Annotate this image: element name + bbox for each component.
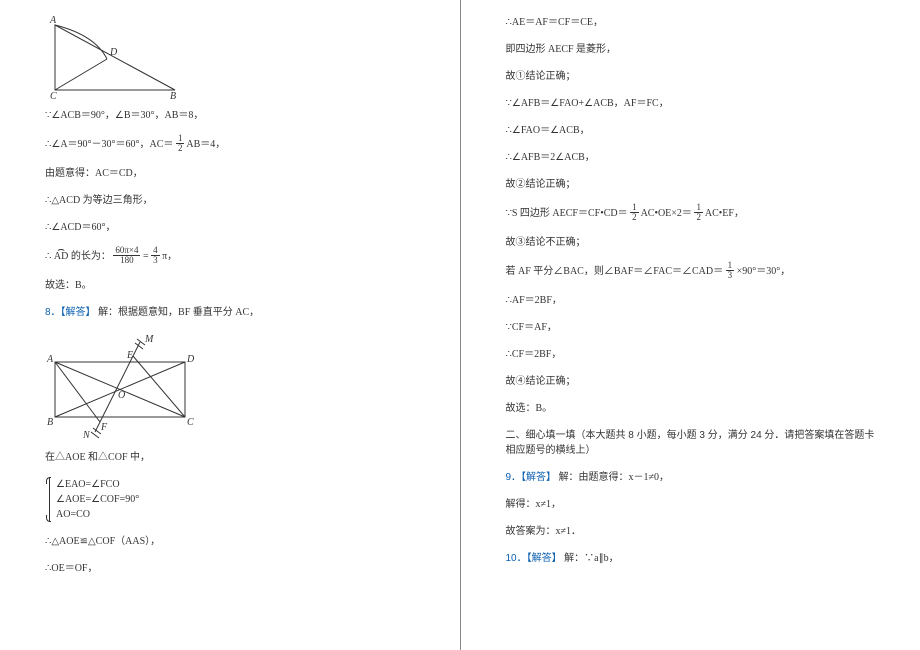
fraction: 60π×4 180 <box>113 246 140 265</box>
text: 解：由题意得：x－1≠0， <box>559 472 670 483</box>
question-9: 9．【解答】 解：由题意得：x－1≠0， <box>506 470 881 485</box>
answer-label: 10．【解答】 <box>506 553 562 564</box>
question-8: 8．【解答】 解：根据题意知，BF 垂直平分 AC， <box>45 305 420 320</box>
frac-den: 180 <box>113 256 140 265</box>
text-line: 故②结论正确； <box>506 177 881 192</box>
text-line: 故答案为：x≠1． <box>506 524 881 539</box>
text-line: 故④结论正确； <box>506 374 881 389</box>
text-line: ∴∠A＝90°－30°＝60°，AC＝ 1 2 AB＝4， <box>45 135 420 154</box>
text-line: 故选：B。 <box>506 401 881 416</box>
text-line: ∵∠AFB＝∠FAO+∠ACB，AF＝FC， <box>506 96 881 111</box>
label-A: A <box>49 15 57 26</box>
arc-AD: AD <box>54 249 68 264</box>
text-line: ∴∠AFB＝2∠ACB， <box>506 150 881 165</box>
fraction: 1 3 <box>726 261 735 280</box>
text: ∴∠A＝90°－30°＝60°，AC＝ <box>45 139 173 150</box>
answer-label: 8．【解答】 <box>45 307 96 318</box>
label-F: F <box>100 422 108 433</box>
text-line: 故①结论正确； <box>506 69 881 84</box>
text-line: ∵∠ACB＝90°，∠B＝30°，AB＝8， <box>45 108 420 123</box>
label-B: B <box>170 91 176 100</box>
text: AB＝4， <box>186 139 225 150</box>
text: π， <box>162 251 177 262</box>
figure-triangle-acd: A B C D <box>45 15 185 100</box>
text: ∴ <box>45 251 51 262</box>
label-M: M <box>144 334 154 345</box>
label-A: A <box>46 354 54 365</box>
text-line: ∴∠ACD＝60°， <box>45 220 420 235</box>
right-column: ∴AE＝AF＝CF＝CE， 即四边形 AECF 是菱形， 故①结论正确； ∵∠A… <box>461 0 920 650</box>
section-heading: 二、细心填一填（本大题共 8 小题，每小题 3 分，满分 24 分．请把答案填在… <box>506 428 881 458</box>
text-line: ∴△AOE≌△COF（AAS）， <box>45 534 420 549</box>
text: = <box>143 251 151 262</box>
fraction: 1 2 <box>630 203 639 222</box>
case-line: AO=CO <box>56 507 420 522</box>
answer-label: 9．【解答】 <box>506 472 557 483</box>
frac-den: 2 <box>176 144 185 153</box>
label-C: C <box>50 91 57 100</box>
figure-rectangle-aecf: A B C D E F M N O <box>45 332 205 442</box>
text-line: ∵S 四边形 AECF＝CF•CD＝ 1 2 AC•OE×2＝ 1 2 AC•E… <box>506 204 881 223</box>
text: 解：根据题意知，BF 垂直平分 AC， <box>98 307 259 318</box>
text-line: 故③结论不正确； <box>506 235 881 250</box>
label-E: E <box>126 350 133 361</box>
frac-den: 2 <box>630 213 639 222</box>
label-N: N <box>82 430 91 441</box>
text-line: 故选：B。 <box>45 278 420 293</box>
frac-den: 3 <box>151 256 160 265</box>
fraction: 1 2 <box>694 203 703 222</box>
text-line: 若 AF 平分∠BAC，则∠BAF＝∠FAC＝∠CAD＝ 1 3 ×90°＝30… <box>506 262 881 281</box>
text: 解：∵a∥b， <box>564 553 618 564</box>
text-line: ∴AE＝AF＝CF＝CE， <box>506 15 881 30</box>
text: AC•EF， <box>705 208 744 219</box>
question-10: 10．【解答】 解：∵a∥b， <box>506 551 881 566</box>
label-B: B <box>47 417 53 428</box>
case-line: ∠EAO=∠FCO <box>56 477 420 492</box>
text: 的长为： <box>71 251 111 262</box>
text-line: ∴OE＝OF， <box>45 561 420 576</box>
left-column: A B C D ∵∠ACB＝90°，∠B＝30°，AB＝8， ∴∠A＝90°－3… <box>0 0 461 650</box>
frac-den: 2 <box>694 213 703 222</box>
text: AC•OE×2＝ <box>641 208 692 219</box>
frac-den: 3 <box>726 271 735 280</box>
text-line: ∴△ACD 为等边三角形， <box>45 193 420 208</box>
text-line: ∴∠FAO＝∠ACB， <box>506 123 881 138</box>
text-line: 解得：x≠1， <box>506 497 881 512</box>
text: ∵S 四边形 AECF＝CF•CD＝ <box>506 208 628 219</box>
text-line: ∴ AD 的长为： 60π×4 180 = 4 3 π， <box>45 247 420 266</box>
text-line: ∴CF＝2BF， <box>506 347 881 362</box>
text-line: ∵CF＝AF， <box>506 320 881 335</box>
label-O: O <box>118 390 125 401</box>
page: A B C D ∵∠ACB＝90°，∠B＝30°，AB＝8， ∴∠A＝90°－3… <box>0 0 920 650</box>
fraction: 1 2 <box>176 134 185 153</box>
case-line: ∠AOE=∠COF=90° <box>56 492 420 507</box>
text-line: 即四边形 AECF 是菱形， <box>506 42 881 57</box>
text: ×90°＝30°， <box>737 266 791 277</box>
text-line: 在△AOE 和△COF 中， <box>45 450 420 465</box>
label-C: C <box>187 417 194 428</box>
cases-block: ∠EAO=∠FCO ∠AOE=∠COF=90° AO=CO <box>49 477 420 522</box>
text: 若 AF 平分∠BAC，则∠BAF＝∠FAC＝∠CAD＝ <box>506 266 724 277</box>
fraction: 4 3 <box>151 246 160 265</box>
text-line: ∴AF＝2BF， <box>506 293 881 308</box>
text-line: 由题意得：AC＝CD， <box>45 166 420 181</box>
label-D: D <box>109 47 118 58</box>
label-D: D <box>186 354 195 365</box>
